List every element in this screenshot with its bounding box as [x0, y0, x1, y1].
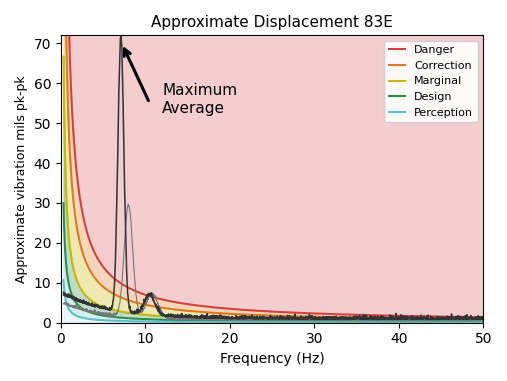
Danger: [468, 315, 474, 319]
Marginal: [480, 319, 486, 323]
Danger: [254, 308, 260, 313]
Line: Correction: Correction: [63, 0, 483, 319]
Danger: [391, 313, 397, 318]
Perception: [468, 320, 474, 325]
Correction: [254, 313, 260, 317]
Text: Maximum
Average: Maximum Average: [162, 83, 237, 115]
Design: [391, 320, 397, 324]
Marginal: [254, 317, 260, 322]
Perception: [254, 320, 260, 325]
Correction: [468, 317, 474, 321]
Design: [480, 320, 486, 324]
Design: [60, 201, 66, 205]
Line: Design: Design: [63, 203, 483, 322]
Correction: [391, 316, 397, 320]
Title: Approximate Displacement 83E: Approximate Displacement 83E: [151, 15, 393, 30]
Design: [82, 308, 88, 312]
Correction: [480, 317, 486, 322]
Marginal: [468, 319, 474, 323]
Marginal: [60, 54, 66, 59]
Line: Perception: Perception: [63, 280, 483, 322]
Perception: [480, 320, 486, 325]
Danger: [480, 315, 486, 319]
Line: Marginal: Marginal: [63, 57, 483, 321]
Y-axis label: Approximate vibration mils pk-pk: Approximate vibration mils pk-pk: [15, 75, 28, 283]
Marginal: [468, 319, 474, 323]
Marginal: [82, 292, 88, 297]
Marginal: [265, 317, 271, 322]
Danger: [265, 309, 271, 314]
Design: [468, 320, 474, 324]
Marginal: [391, 319, 397, 323]
Line: Danger: Danger: [63, 0, 483, 317]
Legend: Danger, Correction, Marginal, Design, Perception: Danger, Correction, Marginal, Design, Pe…: [384, 41, 478, 122]
Perception: [468, 320, 474, 325]
Perception: [265, 320, 271, 325]
Design: [468, 320, 474, 324]
Perception: [60, 278, 66, 282]
Design: [265, 319, 271, 323]
Correction: [82, 257, 88, 262]
Design: [254, 319, 260, 323]
Correction: [265, 313, 271, 318]
Perception: [391, 320, 397, 325]
X-axis label: Frequency (Hz): Frequency (Hz): [220, 352, 324, 366]
Correction: [468, 317, 474, 321]
Danger: [468, 315, 474, 319]
Danger: [82, 222, 88, 226]
Perception: [82, 316, 88, 320]
